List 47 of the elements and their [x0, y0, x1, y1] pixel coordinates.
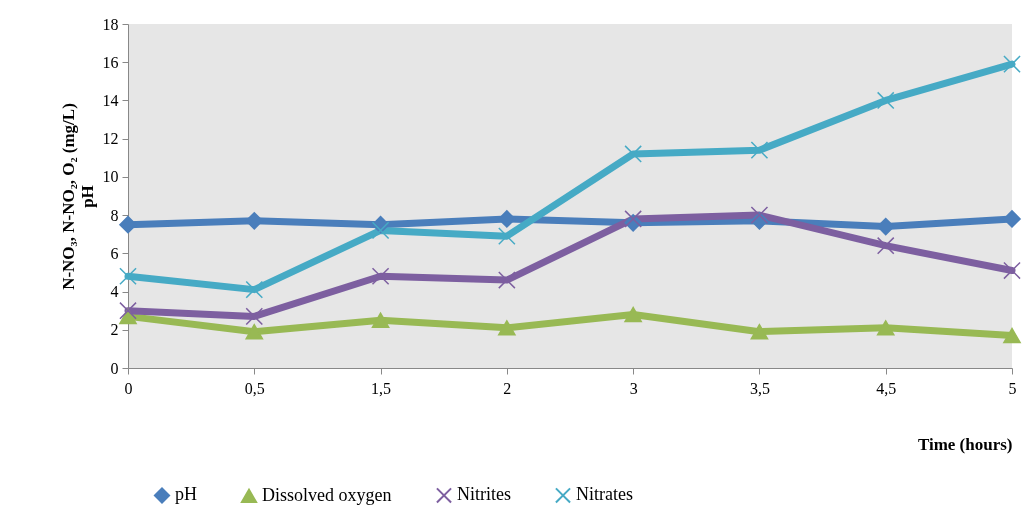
legend-label: Nitrates — [576, 484, 633, 505]
point — [624, 306, 642, 323]
x-tick-label: 0,5 — [244, 379, 265, 397]
x-tick-label: 4,5 — [876, 379, 897, 397]
point — [245, 280, 264, 299]
y-tick-label: 2 — [110, 321, 119, 339]
y-axis-title: N-NO₃, N-NO₂, O₂ (mg/L) pH — [58, 103, 97, 290]
point — [624, 210, 642, 228]
point — [371, 312, 390, 328]
point — [1003, 327, 1021, 344]
x-tick-label: 3 — [629, 379, 638, 397]
x-tick-label: 2 — [503, 379, 512, 397]
y-tick-label: 0 — [110, 359, 119, 377]
legend-label: Nitrites — [457, 484, 511, 505]
y-tick-label: 10 — [102, 168, 119, 186]
point — [1003, 55, 1021, 73]
y-tick-label: 14 — [102, 91, 119, 109]
point — [119, 267, 137, 286]
y-tick-label: 12 — [102, 130, 119, 148]
point — [371, 267, 390, 286]
y-tick-label: 4 — [110, 283, 119, 301]
point — [498, 271, 516, 289]
point — [245, 323, 264, 340]
point — [750, 323, 769, 340]
point — [498, 320, 516, 336]
point — [876, 236, 895, 255]
y-tick-label: 16 — [102, 53, 119, 71]
x-axis-title: Time (hours) — [917, 434, 1013, 454]
point — [876, 91, 895, 110]
x-tick-label: 0 — [124, 379, 133, 397]
legend-label: Dissolved oxygen — [262, 484, 392, 505]
point — [750, 206, 769, 224]
point — [624, 145, 642, 163]
point — [119, 301, 137, 320]
y-tick-label: 6 — [110, 244, 119, 262]
x-tick-label: 1,5 — [371, 379, 392, 397]
legend-label: pH — [175, 484, 197, 505]
point — [876, 320, 895, 336]
y-tick-label: 18 — [102, 15, 119, 33]
x-tick-label: 3,5 — [749, 379, 770, 397]
point — [498, 227, 516, 245]
point — [245, 307, 264, 326]
point — [750, 141, 769, 159]
y-tick-label: 8 — [110, 206, 119, 224]
point — [371, 221, 390, 240]
point — [1003, 261, 1021, 280]
x-tick-label: 5 — [1008, 379, 1017, 397]
